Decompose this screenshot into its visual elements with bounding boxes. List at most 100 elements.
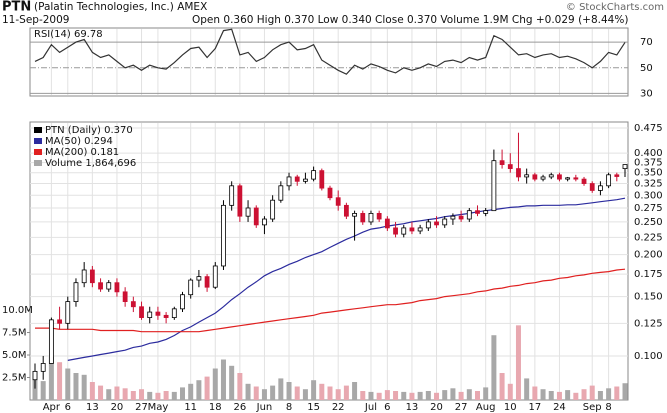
candle-body xyxy=(466,210,472,220)
y-tick-label: 50 xyxy=(640,63,653,74)
volume-bar xyxy=(286,382,292,400)
date: 11-Sep-2009 xyxy=(2,14,69,26)
moving-average xyxy=(67,197,626,361)
volume-bar xyxy=(73,373,79,400)
candle-body xyxy=(32,370,38,381)
volume-bar xyxy=(409,392,415,400)
volume-bar xyxy=(597,391,603,400)
volume-bar xyxy=(573,392,579,400)
symbol: PTN xyxy=(2,0,31,15)
candle-body xyxy=(548,174,554,178)
volume-bar xyxy=(311,380,317,400)
candle-body xyxy=(262,218,267,226)
candle-body xyxy=(221,204,226,267)
candle-body xyxy=(434,221,439,226)
candle-body xyxy=(73,282,79,303)
x-tick-label: 8 xyxy=(605,402,611,413)
volume-bar xyxy=(450,388,456,400)
volume-bar xyxy=(581,389,587,400)
volume-bar xyxy=(352,382,358,400)
y-tick-label: 0.150 xyxy=(634,292,663,303)
candle-body xyxy=(524,174,530,178)
volume-bar xyxy=(507,383,513,400)
x-tick-label: 18 xyxy=(209,402,222,413)
volume-tick-label: 5.0M xyxy=(2,350,27,361)
y-tick-label: 0.300 xyxy=(634,190,663,201)
candle-body xyxy=(303,178,308,182)
candle-body xyxy=(89,269,95,284)
candle-body xyxy=(376,212,382,220)
quote: Open 0.360 High 0.370 Low 0.340 Close 0.… xyxy=(192,14,628,26)
volume-bar xyxy=(89,382,95,400)
candle-body xyxy=(581,178,587,184)
volume-bar xyxy=(622,383,628,400)
x-tick-label: 13 xyxy=(406,402,419,413)
x-tick-label: Aug xyxy=(476,402,496,413)
volume-bar xyxy=(556,391,562,400)
y-tick-label: 70 xyxy=(640,37,653,48)
volume-bar xyxy=(270,385,276,400)
candle-body xyxy=(401,227,407,235)
y-tick-label: 0.275 xyxy=(634,203,663,214)
volume-bar xyxy=(40,381,46,400)
volume-bar xyxy=(475,391,480,400)
y-tick-label: 0.350 xyxy=(634,168,663,179)
candle-body xyxy=(499,160,505,165)
x-tick-label: 11 xyxy=(184,402,197,413)
volume-bar xyxy=(425,391,431,400)
candle-body xyxy=(417,227,423,232)
candle-body xyxy=(188,279,194,296)
volume-tick-label: 7.5M xyxy=(2,328,27,339)
candle-body xyxy=(409,227,415,232)
volume-bar xyxy=(524,378,530,400)
x-tick-label: Sep xyxy=(583,402,602,413)
candle-body xyxy=(491,160,497,212)
candle-body xyxy=(270,199,276,220)
volume-bar xyxy=(245,383,251,400)
candle-body xyxy=(253,207,259,226)
candle-body xyxy=(565,177,571,180)
x-tick-label: 15 xyxy=(307,402,320,413)
legend-swatch xyxy=(34,160,42,166)
volume-bar xyxy=(458,391,464,400)
volume-bar xyxy=(499,373,505,400)
volume-bar xyxy=(229,365,235,400)
volume-bar xyxy=(188,383,194,400)
candle-body xyxy=(212,265,218,288)
x-tick-label: May xyxy=(148,402,169,413)
volume-bar xyxy=(327,386,333,400)
candle-body xyxy=(368,212,374,223)
x-tick-label: 24 xyxy=(553,402,566,413)
y-tick-label: 0.325 xyxy=(634,179,663,190)
volume-bar xyxy=(155,392,161,400)
y-tick-label: 0.200 xyxy=(634,250,663,261)
candle-body xyxy=(507,164,513,169)
legend-label: Volume 1,864,696 xyxy=(45,158,136,169)
volume-bar xyxy=(98,385,104,400)
legend-label: MA(200) 0.181 xyxy=(45,147,119,158)
candle-body xyxy=(122,291,128,303)
candle-body xyxy=(614,174,620,177)
legend-label: PTN (Daily) 0.370 xyxy=(45,125,133,136)
candle-body xyxy=(286,176,292,187)
candle-body xyxy=(557,174,562,180)
volume-bar xyxy=(171,391,177,400)
volume-bar xyxy=(434,392,440,400)
candle-body xyxy=(335,197,341,206)
x-tick-label: 17 xyxy=(528,402,541,413)
volume-bar xyxy=(532,386,538,400)
x-tick-label: 27 xyxy=(135,402,148,413)
x-tick-label: 6 xyxy=(384,402,390,413)
candle-body xyxy=(130,301,136,308)
y-tick-label: 0.250 xyxy=(634,217,663,228)
candle-body xyxy=(147,311,153,318)
price-panel xyxy=(29,121,629,401)
candle-body xyxy=(180,294,185,310)
candle-body xyxy=(458,215,464,220)
legend-swatch xyxy=(34,149,42,155)
x-tick-label: 6 xyxy=(65,402,71,413)
volume-bar xyxy=(278,378,284,400)
candle-body xyxy=(360,212,366,223)
